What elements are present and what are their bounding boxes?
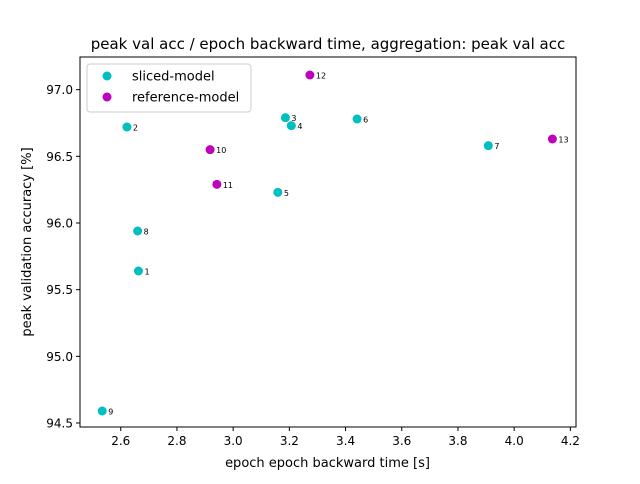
point-label: 9 xyxy=(108,408,113,417)
x-tick-label: 3.6 xyxy=(392,434,411,448)
point-label: 11 xyxy=(223,181,233,190)
data-point xyxy=(133,266,143,276)
y-axis-label: peak validation accuracy [%] xyxy=(20,147,35,336)
data-point xyxy=(122,122,132,132)
y-axis-ticks: 94.5 95.0 95.5 96.0 96.5 97.0 xyxy=(46,83,80,431)
point-label: 4 xyxy=(297,122,302,131)
data-point xyxy=(97,406,107,416)
data-point xyxy=(212,179,222,189)
x-tick-label: 3.4 xyxy=(336,434,355,448)
x-tick-label: 3.0 xyxy=(224,434,243,448)
data-point xyxy=(352,114,362,124)
x-tick-label: 2.6 xyxy=(111,434,130,448)
point-label: 5 xyxy=(284,189,289,198)
data-point xyxy=(133,226,143,236)
legend: sliced-model reference-model xyxy=(86,63,252,113)
point-label: 2 xyxy=(133,124,138,133)
y-tick-label: 95.0 xyxy=(46,350,73,364)
point-label: 7 xyxy=(494,142,499,151)
point-label: 3 xyxy=(291,114,296,123)
data-point xyxy=(305,70,315,80)
x-tick-label: 2.8 xyxy=(167,434,186,448)
legend-label: sliced-model xyxy=(132,70,215,85)
legend-box xyxy=(86,63,252,113)
point-label: 10 xyxy=(216,146,226,155)
data-point xyxy=(273,187,283,197)
y-tick-label: 94.5 xyxy=(46,417,73,431)
plot-frame xyxy=(79,56,577,428)
point-label: 8 xyxy=(144,228,149,237)
data-point xyxy=(280,113,290,123)
x-tick-label: 3.8 xyxy=(448,434,467,448)
chart-title: peak val acc / epoch backward time, aggr… xyxy=(91,35,566,53)
y-tick-label: 95.5 xyxy=(46,283,73,297)
y-tick-label: 97.0 xyxy=(46,83,73,97)
x-tick-label: 4.2 xyxy=(561,434,580,448)
y-tick-label: 96.0 xyxy=(46,217,73,231)
x-axis-label: epoch epoch backward time [s] xyxy=(225,456,430,471)
point-label: 13 xyxy=(558,136,568,145)
data-point xyxy=(286,121,296,131)
legend-marker xyxy=(102,71,112,81)
point-label: 12 xyxy=(316,72,326,81)
y-tick-label: 96.5 xyxy=(46,150,73,164)
x-tick-label: 3.2 xyxy=(280,434,299,448)
legend-marker xyxy=(102,92,112,102)
data-point xyxy=(547,134,557,144)
x-tick-label: 4.0 xyxy=(505,434,524,448)
x-axis-ticks: 2.6 2.8 3.0 3.2 3.4 3.6 3.8 4.0 4.2 xyxy=(111,427,580,448)
point-label: 6 xyxy=(363,116,368,125)
data-point xyxy=(483,141,493,151)
data-point xyxy=(205,145,215,155)
point-label: 1 xyxy=(144,268,149,277)
legend-label: reference-model xyxy=(132,91,239,106)
